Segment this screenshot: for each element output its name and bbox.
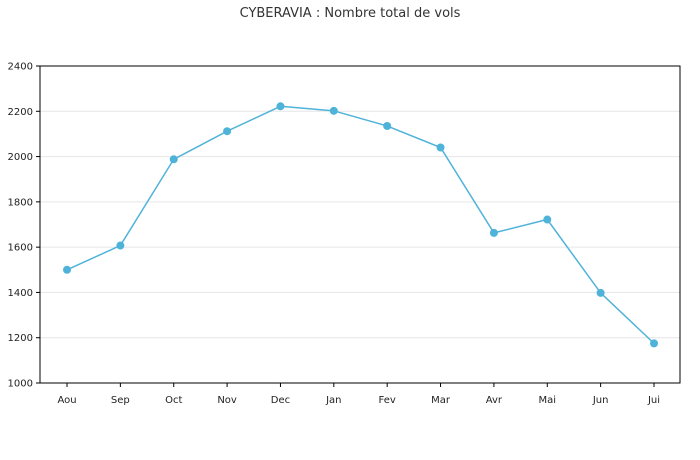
y-tick-label: 1000 — [8, 379, 33, 390]
y-tick-label: 2200 — [8, 107, 33, 118]
data-point — [276, 102, 285, 111]
plot-area-frame — [39, 65, 681, 384]
x-tick-label: Sep — [111, 395, 130, 406]
data-point — [116, 241, 125, 250]
data-point — [169, 155, 178, 164]
data-point — [436, 143, 445, 152]
data-point — [543, 215, 552, 224]
x-tick-label: Mar — [431, 395, 451, 406]
x-tick-label: Avr — [486, 395, 503, 406]
x-tick-label: Nov — [217, 395, 237, 406]
data-point — [329, 106, 338, 115]
data-point — [596, 288, 605, 297]
y-tick-label: 1600 — [8, 243, 33, 254]
y-tick-label: 1800 — [8, 197, 33, 208]
x-tick-label: Aou — [57, 395, 76, 406]
y-tick-label: 1200 — [8, 333, 33, 344]
grid-lines — [40, 110, 680, 339]
x-tick-label: Dec — [271, 395, 290, 406]
x-tick-label: Jui — [647, 395, 660, 406]
series-line — [66, 105, 655, 344]
data-point — [650, 339, 658, 348]
series-flights — [63, 102, 658, 348]
data-point — [489, 228, 498, 237]
data-point — [223, 127, 232, 136]
data-point — [383, 122, 392, 131]
x-tick-label: Mai — [538, 395, 556, 406]
y-tick-label: 2000 — [8, 152, 33, 163]
x-tick-label: Jun — [592, 395, 609, 406]
data-point — [63, 265, 71, 274]
y-tick-label: 1400 — [8, 288, 33, 299]
y-axis: 1000 1200 1400 1600 1800 2000 2200 2400 — [8, 62, 40, 390]
chart-title: CYBERAVIA : Nombre total de vols — [240, 6, 461, 21]
x-tick-label: Fev — [379, 395, 396, 406]
x-axis: Aou Sep Oct Nov Dec Jan Fev Mar Avr Mai Jun Jui — [57, 383, 660, 406]
x-tick-label: Oct — [165, 395, 182, 406]
y-tick-label: 2400 — [8, 62, 33, 73]
x-tick-label: Jan — [325, 395, 341, 406]
